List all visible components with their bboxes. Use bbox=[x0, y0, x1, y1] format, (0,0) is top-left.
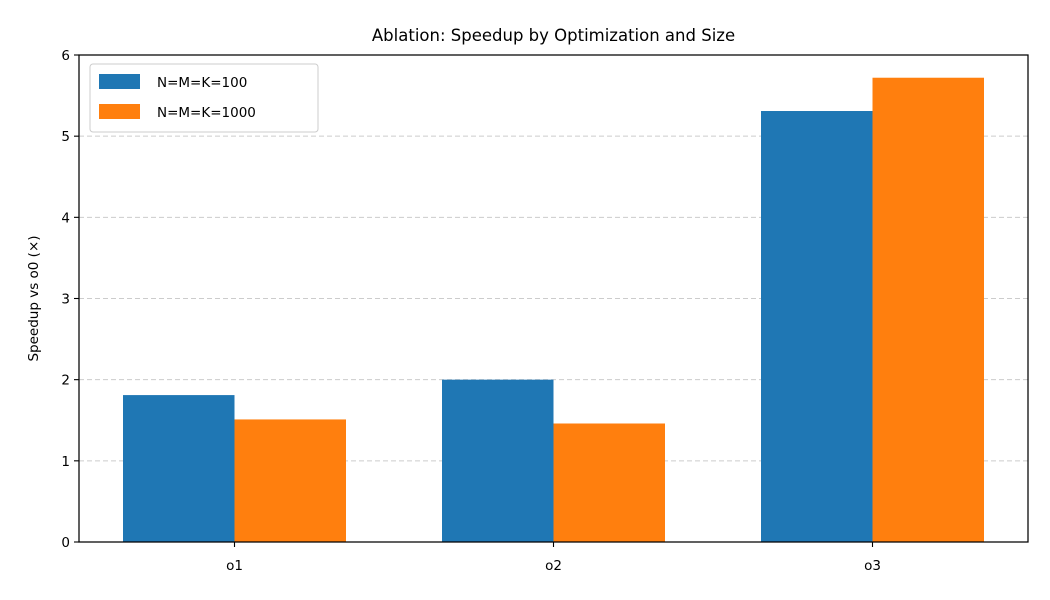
x-tick-label: o3 bbox=[864, 558, 881, 574]
legend[interactable]: N=M=K=100 N=M=K=1000 bbox=[89, 63, 319, 133]
y-tick-label: 1 bbox=[61, 454, 70, 470]
x-axis-ticks: o1 o2 o3 bbox=[226, 542, 881, 574]
y-tick-label: 3 bbox=[61, 292, 70, 308]
x-tick-label: o2 bbox=[545, 558, 562, 574]
legend-box bbox=[89, 63, 319, 133]
y-axis-label: Speedup vs o0 (×) bbox=[26, 235, 42, 361]
bar-o2-series-2 bbox=[553, 423, 665, 542]
y-tick-label: 6 bbox=[61, 48, 70, 64]
bar-o1-series-2 bbox=[234, 419, 346, 542]
chart-title: Ablation: Speedup by Optimization and Si… bbox=[372, 26, 735, 45]
legend-swatch bbox=[99, 74, 140, 89]
legend-label: N=M=K=1000 bbox=[157, 105, 256, 121]
bars bbox=[123, 77, 984, 542]
bar-o1-series-1 bbox=[123, 395, 235, 542]
bar-o2-series-1 bbox=[442, 379, 554, 542]
y-axis-ticks: 0 1 2 3 4 5 6 bbox=[61, 48, 79, 551]
bar-o3-series-2 bbox=[872, 77, 984, 542]
bar-o3-series-1 bbox=[761, 111, 873, 542]
x-tick-label: o1 bbox=[226, 558, 243, 574]
legend-label: N=M=K=100 bbox=[157, 75, 247, 91]
y-tick-label: 2 bbox=[61, 373, 70, 389]
y-tick-label: 4 bbox=[61, 210, 70, 226]
legend-swatch bbox=[99, 104, 140, 119]
y-tick-label: 0 bbox=[61, 535, 70, 551]
y-tick-label: 5 bbox=[61, 129, 70, 145]
